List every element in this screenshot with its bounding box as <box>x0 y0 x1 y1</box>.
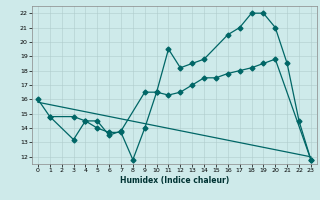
X-axis label: Humidex (Indice chaleur): Humidex (Indice chaleur) <box>120 176 229 185</box>
